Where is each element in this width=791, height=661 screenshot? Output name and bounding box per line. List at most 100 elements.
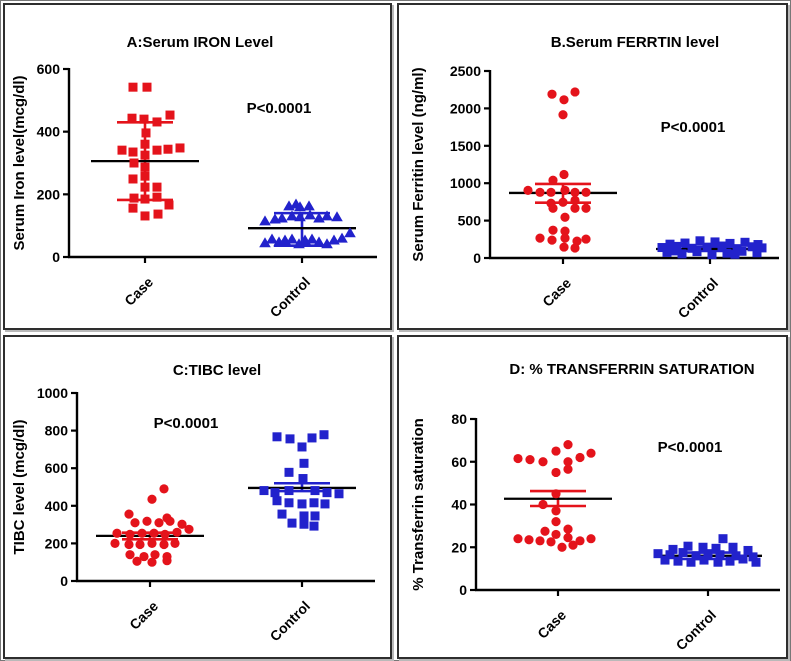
data-point xyxy=(140,139,150,149)
data-point xyxy=(691,551,701,561)
data-point xyxy=(686,557,696,567)
data-point xyxy=(728,542,738,552)
data-point xyxy=(673,556,683,566)
data-point xyxy=(570,195,580,205)
data-point xyxy=(665,239,675,249)
panel-tibc: C:TIBC level P<0.0001 TIBC level (mcg/dl) 0… xyxy=(3,335,392,659)
data-point xyxy=(142,82,152,92)
data-point xyxy=(139,551,149,562)
y-tick-label: 500 xyxy=(458,213,482,229)
p-value-annotation: P<0.0001 xyxy=(247,100,312,117)
data-point xyxy=(177,519,187,529)
category-label: Control xyxy=(267,598,314,645)
data-point xyxy=(294,211,306,222)
data-point xyxy=(125,529,135,539)
data-point xyxy=(559,242,569,252)
data-point xyxy=(546,537,556,547)
y-axis-label: Serum Iron level(mcg/dl) xyxy=(11,75,28,250)
data-point xyxy=(140,171,150,181)
data-point xyxy=(140,182,150,192)
category-label: Case xyxy=(534,607,569,642)
chart-title: C:TIBC level xyxy=(173,362,261,379)
data-point xyxy=(150,550,160,560)
data-point xyxy=(717,241,727,251)
data-point xyxy=(581,234,591,244)
data-point xyxy=(747,242,757,252)
data-point xyxy=(124,539,134,550)
data-point xyxy=(272,432,282,442)
data-point xyxy=(321,210,333,221)
data-point xyxy=(730,249,740,259)
data-point xyxy=(558,110,568,120)
y-tick-label: 0 xyxy=(473,250,481,266)
data-point xyxy=(683,541,693,551)
category-label: Control xyxy=(673,607,720,654)
scatter-plot-tibc: C:TIBC level P<0.0001 TIBC level (mcg/dl) 0… xyxy=(11,362,375,645)
data-point xyxy=(707,250,717,260)
y-tick-label: 2500 xyxy=(450,63,481,79)
data-point xyxy=(725,556,735,566)
data-point xyxy=(139,114,149,124)
data-point xyxy=(310,511,320,521)
data-point xyxy=(140,150,150,160)
data-point xyxy=(548,175,558,185)
data-point xyxy=(298,474,308,484)
data-point xyxy=(285,434,295,444)
data-point xyxy=(284,498,294,508)
data-point xyxy=(752,248,762,258)
chart-title: B.Serum FERRTIN level xyxy=(551,34,719,51)
data-point xyxy=(559,95,569,105)
data-point xyxy=(748,552,758,562)
category-label: Case xyxy=(121,274,156,309)
p-value-annotation: P<0.0001 xyxy=(154,415,219,432)
data-point xyxy=(141,128,151,138)
data-point xyxy=(743,545,753,555)
data-point xyxy=(334,489,344,499)
data-point xyxy=(322,488,332,498)
data-point xyxy=(548,225,558,235)
data-point xyxy=(551,529,561,540)
data-point xyxy=(272,496,282,506)
data-point xyxy=(152,145,162,155)
data-point xyxy=(710,237,720,247)
data-point xyxy=(737,246,747,256)
data-point xyxy=(538,499,548,510)
data-point xyxy=(140,211,150,221)
data-point xyxy=(162,556,172,566)
data-point xyxy=(560,233,570,243)
data-point xyxy=(538,457,548,467)
data-point xyxy=(307,433,317,443)
y-tick-label: 0 xyxy=(60,573,68,589)
data-point xyxy=(124,509,134,519)
data-point xyxy=(319,430,329,440)
data-point xyxy=(142,516,152,526)
data-point xyxy=(535,536,545,546)
data-point xyxy=(718,534,728,544)
y-tick-label: 800 xyxy=(45,423,69,439)
data-point xyxy=(551,517,561,527)
data-point xyxy=(653,549,663,559)
category-label: Control xyxy=(675,275,722,322)
chart-title: D: % TRANSFERRIN SATURATION xyxy=(509,361,754,378)
y-tick-label: 400 xyxy=(45,498,69,514)
data-point xyxy=(524,535,534,545)
panel-serum-iron: A:Serum IRON Level P<0.0001 Serum Iron lev… xyxy=(3,3,392,330)
data-point xyxy=(665,550,675,560)
data-point xyxy=(128,174,138,184)
data-point xyxy=(321,238,333,249)
y-tick-label: 2000 xyxy=(450,100,481,116)
data-point xyxy=(572,236,582,246)
data-point xyxy=(135,539,145,550)
data-point xyxy=(551,489,561,499)
data-point xyxy=(284,486,294,496)
data-point xyxy=(715,550,725,560)
data-point xyxy=(140,162,150,172)
data-point xyxy=(140,194,150,204)
y-tick-label: 200 xyxy=(45,535,69,551)
data-point xyxy=(299,458,309,468)
data-point xyxy=(147,557,157,567)
data-point xyxy=(586,448,596,458)
data-point xyxy=(299,511,309,521)
data-point xyxy=(128,147,138,157)
data-point xyxy=(540,526,550,536)
